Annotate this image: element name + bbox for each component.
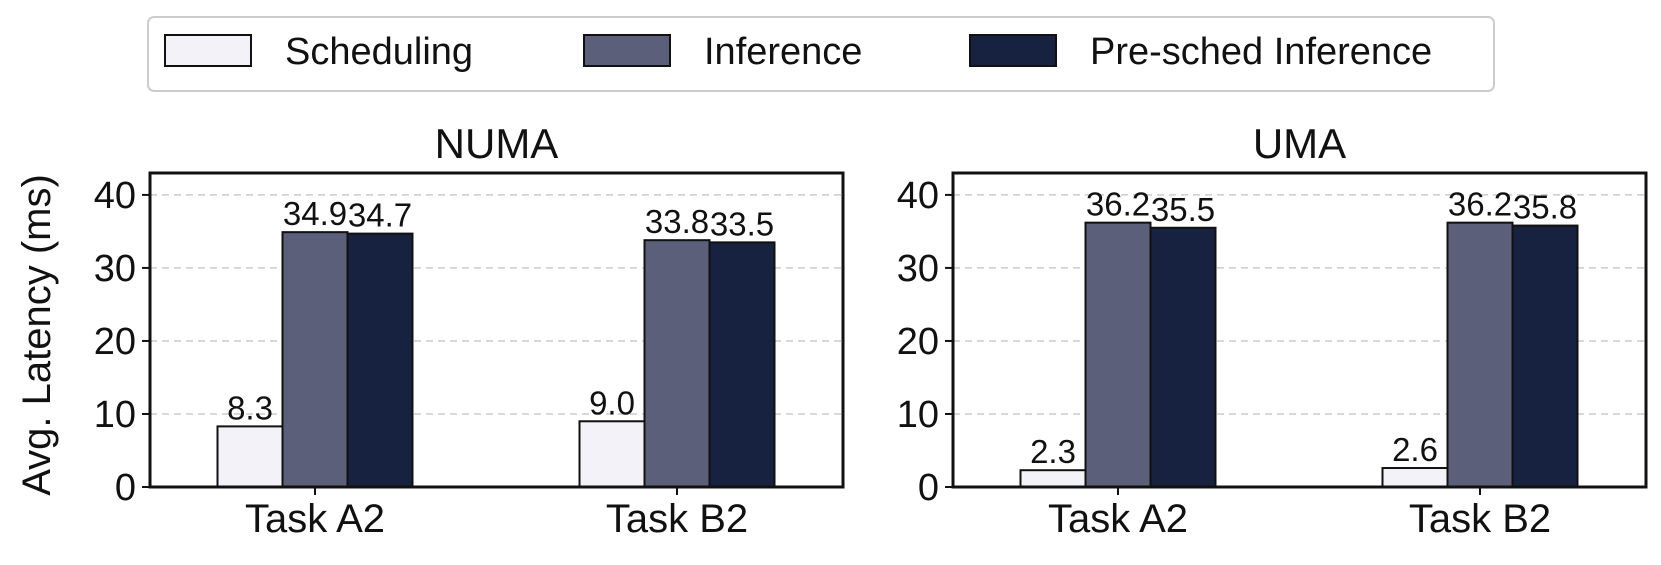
bar-numa-1-0 [578, 420, 646, 489]
panel-title-numa: NUMA [435, 120, 559, 167]
bar-uma-1-0 [1381, 467, 1449, 488]
y-tick-label: 0 [115, 467, 136, 509]
legend-label-scheduling: Scheduling [285, 31, 473, 73]
y-tick-label: 10 [897, 394, 939, 436]
value-label: 34.9 [283, 195, 347, 232]
y-tick-label: 30 [94, 248, 136, 290]
category-label: Task A2 [1048, 497, 1188, 541]
value-label: 35.8 [1513, 189, 1577, 226]
bar-numa-1-2 [708, 241, 776, 488]
value-label: 35.5 [1151, 191, 1215, 228]
value-label: 36.2 [1086, 186, 1150, 223]
bar-numa-1-1 [643, 239, 711, 488]
legend-swatch-scheduling [164, 34, 252, 67]
legend-label-pre-sched-inference: Pre-sched Inference [1090, 31, 1432, 73]
y-tick-label: 10 [94, 394, 136, 436]
panel-title-uma: UMA [1253, 120, 1346, 167]
plot-frame [951, 171, 1648, 489]
y-tick-label: 20 [94, 321, 136, 363]
value-label: 2.3 [1030, 433, 1076, 470]
y-tick-label: 40 [897, 175, 939, 217]
category-label: Task A2 [245, 497, 385, 541]
category-label: Task B2 [606, 497, 748, 541]
value-label: 2.6 [1392, 431, 1438, 468]
bar-uma-1-1 [1446, 221, 1514, 488]
panel-numa: 8.3 34.9 34.7 Task A2 9.0 33.8 33.5 Task B2 0 10 2… [94, 120, 845, 541]
bar-numa-0-1 [281, 231, 349, 488]
legend-swatch-inference [583, 34, 671, 67]
value-label: 33.5 [710, 205, 774, 242]
value-label: 9.0 [589, 384, 635, 421]
bar-uma-0-1 [1084, 221, 1152, 488]
bar-numa-0-2 [346, 232, 414, 488]
legend-label-inference: Inference [704, 31, 862, 73]
plot-frame [148, 171, 845, 489]
bar-uma-0-2 [1149, 226, 1217, 488]
bar-uma-1-2 [1511, 224, 1579, 488]
category-label: Task B2 [1409, 497, 1551, 541]
y-axis-label: Avg. Latency (ms) [15, 174, 59, 496]
value-label: 34.7 [348, 197, 412, 234]
y-tick-label: 30 [897, 248, 939, 290]
value-label: 36.2 [1448, 186, 1512, 223]
value-label: 33.8 [645, 203, 709, 240]
bar-numa-0-0 [216, 425, 284, 488]
value-label: 8.3 [227, 389, 273, 426]
y-tick-label: 20 [897, 321, 939, 363]
legend-frame [147, 16, 1495, 92]
legend: Scheduling Inference Pre-sched Inference [147, 16, 1495, 92]
y-tick-label: 40 [94, 175, 136, 217]
y-tick-label: 0 [918, 467, 939, 509]
legend-swatch-pre-sched-inference [969, 34, 1057, 67]
bar-uma-0-0 [1019, 469, 1087, 488]
